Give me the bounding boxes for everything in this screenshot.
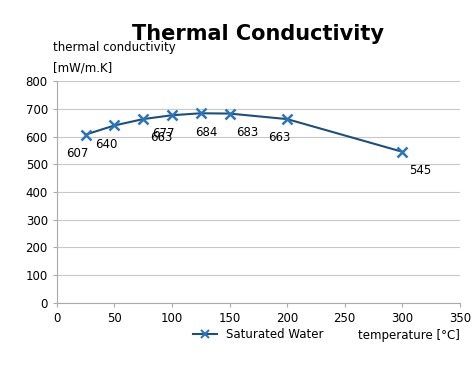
Text: 677: 677: [153, 127, 175, 141]
Text: 663: 663: [150, 131, 173, 144]
Title: Thermal Conductivity: Thermal Conductivity: [132, 24, 384, 44]
Text: 545: 545: [409, 164, 431, 177]
Legend: Saturated Water: Saturated Water: [188, 323, 328, 345]
Text: 663: 663: [268, 131, 290, 144]
Text: temperature [°C]: temperature [°C]: [358, 329, 460, 342]
Text: 607: 607: [66, 147, 89, 160]
Text: [mW/m.K]: [mW/m.K]: [53, 61, 112, 74]
Text: 640: 640: [95, 138, 118, 151]
Text: 684: 684: [195, 125, 218, 138]
Text: thermal conductivity: thermal conductivity: [53, 41, 175, 54]
Text: 683: 683: [237, 126, 259, 139]
